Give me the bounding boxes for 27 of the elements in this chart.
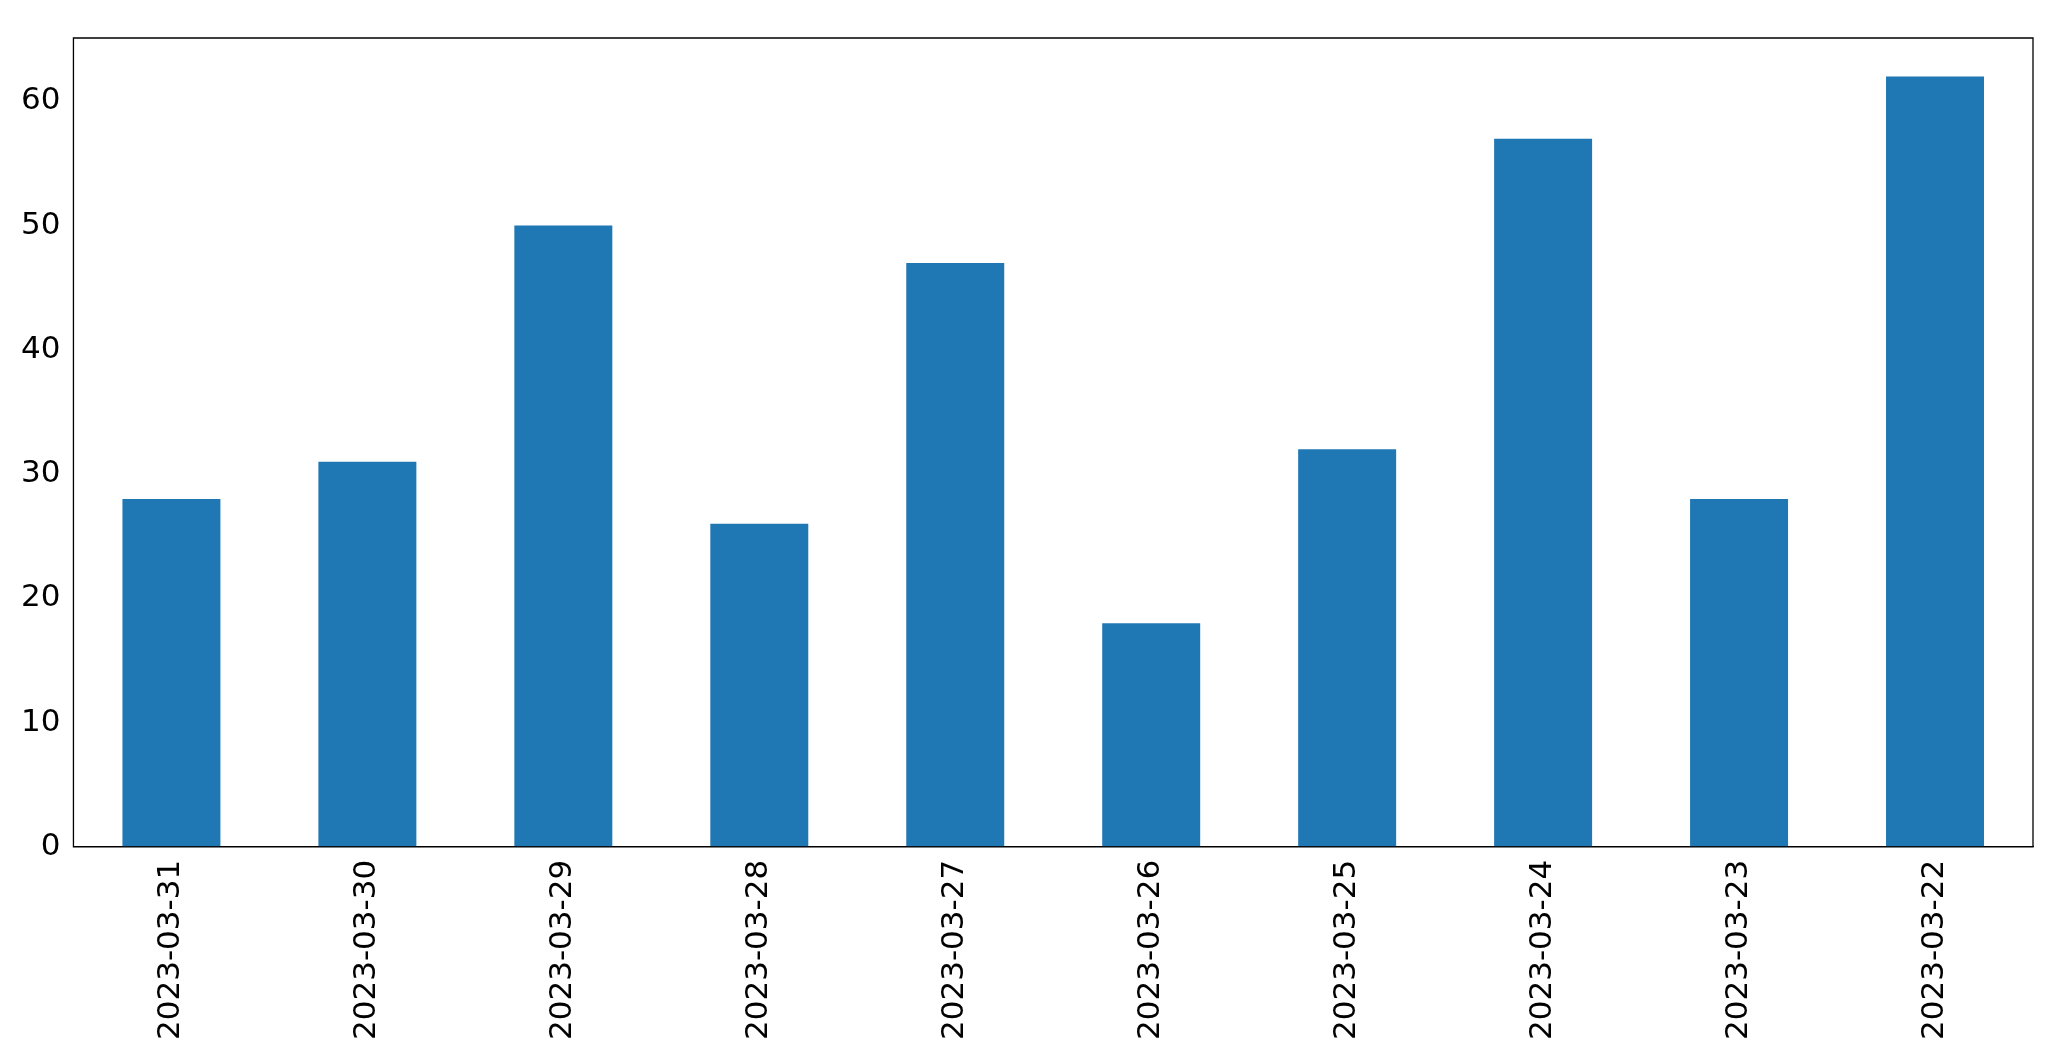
x-tick-label: 2023-03-31: [150, 859, 187, 1041]
bar: [906, 262, 1005, 847]
y-tick-label: 0: [40, 825, 61, 862]
x-tick-label: 2023-03-28: [738, 859, 775, 1041]
bar: [1102, 623, 1201, 847]
y-tick-label: 50: [20, 204, 61, 241]
y-tick-label: 40: [20, 328, 61, 365]
y-tick-label: 20: [20, 577, 61, 614]
bar: [1690, 498, 1789, 847]
y-tick-label: 60: [20, 80, 61, 117]
x-tick-label: 2023-03-25: [1326, 859, 1363, 1041]
y-tick-label: 30: [20, 453, 61, 490]
bar: [1298, 449, 1397, 847]
bar: [514, 225, 613, 847]
x-tick-label: 2023-03-24: [1522, 859, 1559, 1041]
bar: [710, 523, 809, 847]
x-tick-label: 2023-03-22: [1914, 859, 1951, 1041]
bar: [1886, 76, 1985, 847]
x-tick-label: 2023-03-23: [1718, 859, 1755, 1041]
x-tick-label: 2023-03-29: [542, 859, 579, 1041]
x-tick-label: 2023-03-30: [346, 859, 383, 1041]
x-tick-label: 2023-03-26: [1130, 859, 1167, 1041]
y-tick-label: 10: [20, 701, 61, 738]
bar: [122, 498, 221, 847]
x-tick-label: 2023-03-27: [934, 859, 971, 1041]
bar: [318, 461, 417, 847]
bar: [1494, 138, 1593, 847]
